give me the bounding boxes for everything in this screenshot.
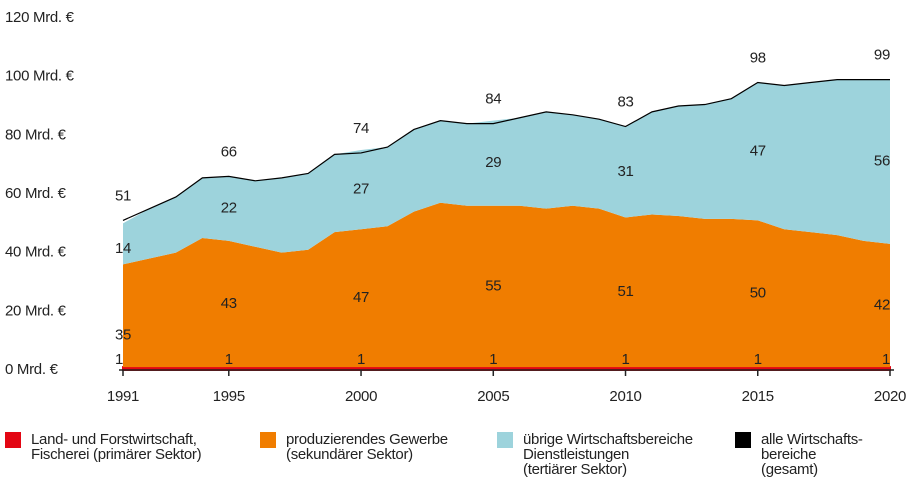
legend-label: alle Wirtschafts- bereiche (gesamt) bbox=[761, 431, 863, 478]
area bbox=[123, 202, 890, 368]
y-tick-label: 120 Mrd. € bbox=[5, 9, 75, 26]
legend-label: produzierendes Gewerbe (sekundärer Sekto… bbox=[286, 431, 448, 463]
value-label: 56 bbox=[874, 153, 890, 170]
value-label: 47 bbox=[353, 289, 369, 306]
y-tick-label: 0 Mrd. € bbox=[5, 361, 59, 378]
value-label: 55 bbox=[485, 277, 501, 294]
value-label: 83 bbox=[617, 94, 633, 111]
value-label: 43 bbox=[221, 295, 237, 312]
value-label: 1 bbox=[754, 351, 762, 368]
legend-item: übrige Wirtschaftsbereiche Dienstleistun… bbox=[497, 432, 693, 477]
value-label: 42 bbox=[874, 296, 890, 313]
value-label: 1 bbox=[882, 351, 890, 368]
value-label: 1 bbox=[489, 351, 497, 368]
x-tick-label: 1991 bbox=[107, 388, 139, 405]
legend-item: produzierendes Gewerbe (sekundärer Sekto… bbox=[260, 432, 448, 462]
y-tick-label: 40 Mrd. € bbox=[5, 244, 67, 261]
value-label: 29 bbox=[485, 154, 501, 171]
x-tick-label: 2015 bbox=[742, 388, 774, 405]
legend-item: Land- und Forstwirtschaft, Fischerei (pr… bbox=[5, 431, 202, 463]
value-label: 14 bbox=[115, 240, 131, 257]
value-label: 1 bbox=[225, 351, 233, 368]
total-line bbox=[122, 79, 890, 221]
value-label: 51 bbox=[617, 283, 633, 300]
value-label: 47 bbox=[750, 142, 766, 159]
legend-swatch bbox=[5, 432, 21, 448]
x-tick-label: 2010 bbox=[609, 388, 641, 405]
area bbox=[123, 79, 890, 265]
value-label: 66 bbox=[221, 143, 237, 160]
value-label: 98 bbox=[750, 50, 766, 67]
value-label: 74 bbox=[353, 120, 369, 137]
value-label: 50 bbox=[750, 285, 766, 302]
plot: 0 Mrd. € 20 Mrd. € 40 Mrd. € 60 Mrd. € 80 Mr… bbox=[5, 9, 906, 405]
x-tick-label: 2020 bbox=[874, 388, 906, 405]
value-label: 99 bbox=[874, 47, 890, 64]
legend-item: alle Wirtschafts- bereiche (gesamt) bbox=[735, 432, 863, 477]
value-label: 1 bbox=[357, 351, 365, 368]
y-tick-label: 60 Mrd. € bbox=[5, 185, 67, 202]
x-tick-label: 2005 bbox=[477, 388, 509, 405]
value-label: 51 bbox=[115, 187, 131, 204]
value-label: 1 bbox=[621, 351, 629, 368]
y-tick-label: 80 Mrd. € bbox=[5, 126, 67, 143]
x-tick-label: 2000 bbox=[345, 388, 377, 405]
x-tick-label: 1995 bbox=[213, 388, 245, 405]
value-label: 35 bbox=[115, 327, 131, 344]
legend-swatch bbox=[735, 432, 751, 448]
legend-swatch bbox=[497, 432, 513, 448]
legend-swatch bbox=[260, 432, 276, 448]
legend-label: übrige Wirtschaftsbereiche Dienstleistun… bbox=[523, 431, 693, 478]
value-label: 1 bbox=[115, 351, 123, 368]
y-tick-label: 100 Mrd. € bbox=[5, 68, 75, 85]
value-label: 31 bbox=[617, 163, 633, 180]
value-label: 84 bbox=[485, 91, 501, 108]
value-label: 27 bbox=[353, 181, 369, 198]
value-label: 22 bbox=[221, 200, 237, 217]
legend-label: Land- und Forstwirtschaft, Fischerei (pr… bbox=[31, 431, 202, 463]
y-tick-label: 20 Mrd. € bbox=[5, 302, 67, 319]
